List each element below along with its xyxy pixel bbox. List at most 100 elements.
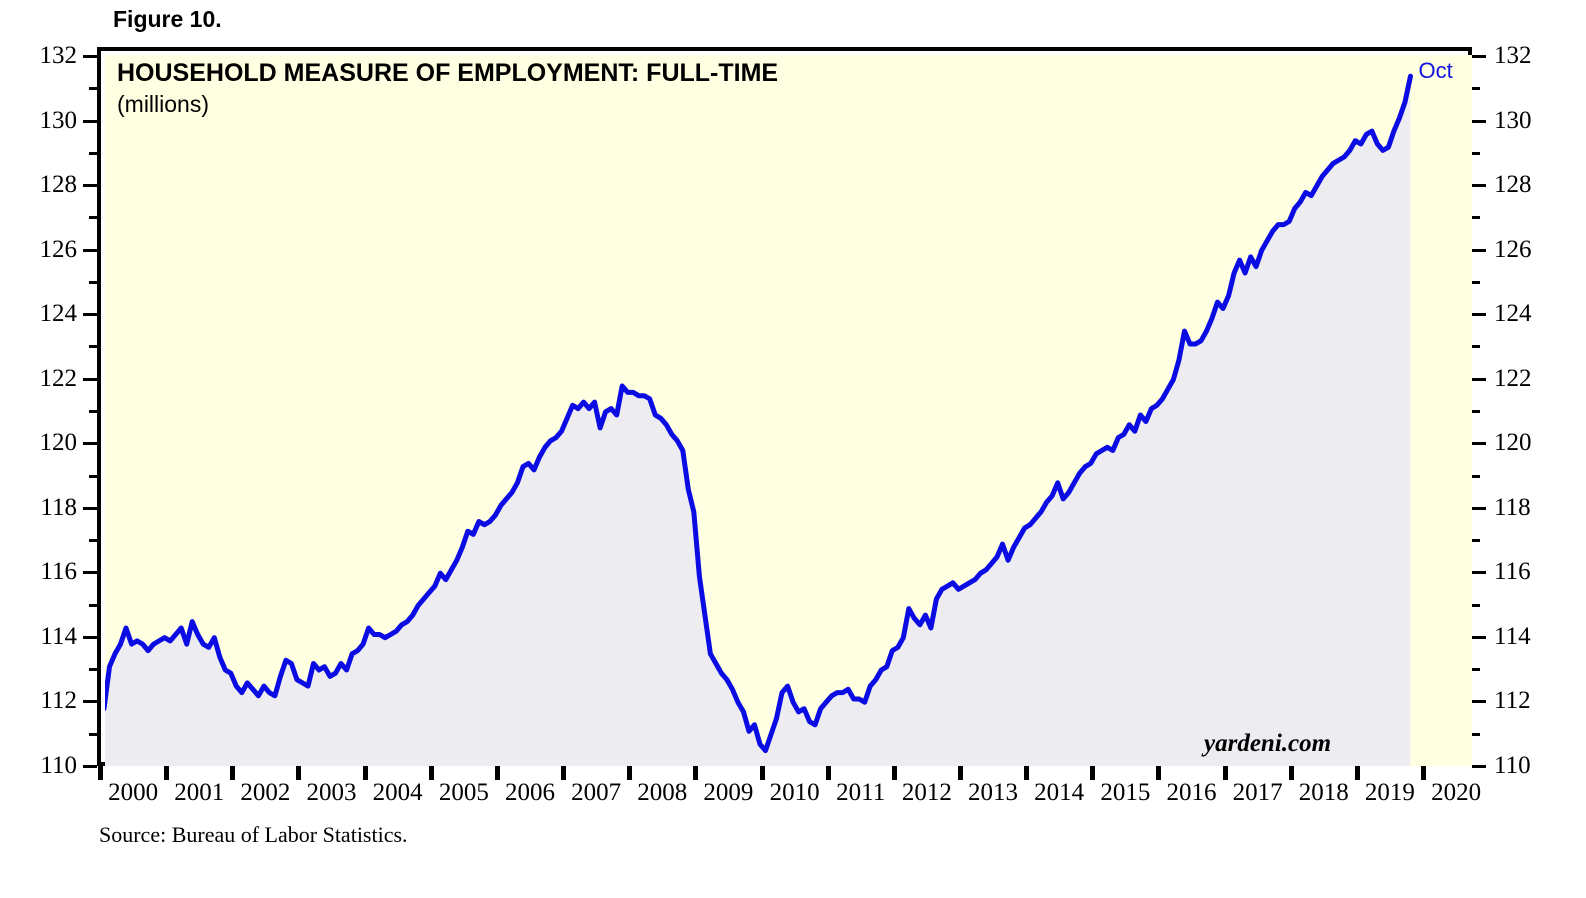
x-axis-tick (164, 766, 170, 780)
x-axis-tick (1354, 766, 1360, 780)
chart-units-subtitle: (millions) (117, 91, 209, 117)
x-axis-year-label: 2000 (108, 779, 159, 806)
x-axis-tick (1024, 766, 1030, 780)
y-axis-tick-right (1472, 345, 1480, 349)
y-axis-tick-right (1472, 571, 1486, 575)
x-axis-tick (891, 766, 897, 780)
y-axis-tick-right (1472, 732, 1480, 736)
y-axis-label-right: 112 (1494, 687, 1531, 715)
x-axis-year-label: 2019 (1364, 779, 1415, 806)
chart-title: HOUSEHOLD MEASURE OF EMPLOYMENT: FULL-TI… (117, 59, 779, 87)
y-axis-tick-left (83, 442, 97, 446)
x-axis-tick (230, 766, 236, 780)
y-axis-tick-right (1472, 151, 1480, 155)
plot-area: HOUSEHOLD MEASURE OF EMPLOYMENT: FULL-TI… (97, 47, 1472, 766)
x-axis-tick (98, 766, 103, 780)
y-axis-tick-left (83, 55, 97, 59)
x-axis-tick (825, 766, 831, 780)
y-axis-tick-right (1472, 55, 1486, 59)
x-axis-tick (362, 766, 368, 780)
y-axis-label-left: 130 (39, 106, 78, 134)
y-axis-label-right: 124 (1494, 300, 1532, 328)
y-axis-label-left: 112 (40, 687, 77, 715)
x-axis-year-label: 2014 (1034, 779, 1085, 806)
x-axis-tick (627, 766, 633, 780)
employment-series-line (105, 73, 1413, 754)
y-axis-tick-right (1472, 313, 1486, 317)
x-axis-tick (1090, 766, 1096, 780)
y-axis-tick-left (89, 732, 97, 736)
x-axis-tick (1288, 766, 1294, 780)
y-axis-tick-left (83, 571, 97, 575)
y-axis-tick-right (1472, 87, 1480, 91)
x-axis-year-label: 2012 (901, 779, 952, 806)
y-axis-label-left: 114 (40, 622, 77, 650)
y-axis-tick-left (89, 345, 97, 349)
y-axis-tick-right (1472, 700, 1486, 704)
y-axis-tick-right (1472, 216, 1480, 220)
y-axis-tick-right (1472, 248, 1486, 252)
y-axis-tick-left (89, 410, 97, 414)
y-axis-tick-left (89, 603, 97, 607)
x-axis-year-label: 2007 (571, 779, 622, 806)
y-axis-tick-left (89, 668, 97, 672)
y-axis-label-left: 110 (40, 752, 77, 779)
y-axis-label-left: 116 (40, 558, 77, 586)
x-axis-year-label: 2010 (769, 779, 820, 806)
y-axis-label-left: 132 (39, 42, 78, 70)
y-axis-tick-left (83, 119, 97, 123)
figure-number-label: Figure 10. (113, 6, 222, 32)
y-axis-tick-left (83, 248, 97, 252)
x-axis-tick (693, 766, 699, 780)
x-axis-year-label: 2001 (174, 779, 225, 806)
y-axis-tick-left (83, 635, 97, 639)
y-axis-label-right: 118 (1494, 493, 1531, 521)
y-axis-label-right: 130 (1494, 106, 1532, 134)
y-axis-label-right: 126 (1494, 235, 1532, 263)
y-axis-tick-left (83, 700, 97, 704)
x-axis-year-label: 2004 (372, 779, 423, 806)
x-axis-year-label: 2008 (637, 779, 688, 806)
y-axis-tick-right (1472, 119, 1486, 123)
source-note: Source: Bureau of Labor Statistics. (99, 822, 408, 847)
x-axis-tick (1421, 766, 1426, 780)
y-axis-label-left: 120 (39, 429, 78, 457)
y-axis-label-left: 128 (39, 171, 78, 199)
y-axis-tick-left (89, 87, 97, 91)
x-axis-year-label: 2005 (438, 779, 489, 806)
x-axis-year-label: 2011 (836, 779, 886, 806)
x-axis-year-label: 2016 (1166, 779, 1217, 806)
y-axis-tick-left (89, 539, 97, 543)
y-axis-tick-right (1472, 474, 1480, 478)
y-axis-tick-left (83, 184, 97, 188)
y-axis-tick-left (83, 765, 97, 768)
x-axis-tick (296, 766, 302, 780)
x-axis-tick (561, 766, 567, 780)
x-axis-tick (494, 766, 500, 780)
y-axis-tick-left (83, 377, 97, 381)
x-axis-tick (428, 766, 434, 780)
x-axis-year-label: 2006 (504, 779, 555, 806)
x-axis-year-label: 2003 (306, 779, 357, 806)
x-axis-tick (957, 766, 963, 780)
x-axis-tick (1156, 766, 1162, 780)
x-axis-year-label: 2017 (1232, 779, 1283, 806)
y-axis-tick-right (1472, 603, 1480, 607)
y-axis-label-right: 132 (1494, 42, 1532, 70)
y-axis-tick-left (89, 474, 97, 478)
x-axis-tick (759, 766, 765, 780)
y-axis-label-left: 126 (39, 235, 78, 263)
x-axis-year-label: 2015 (1100, 779, 1151, 806)
y-axis-tick-right (1472, 280, 1480, 284)
y-axis-label-left: 118 (40, 493, 77, 521)
x-axis-year-label: 2009 (703, 779, 754, 806)
y-axis-label-right: 110 (1494, 752, 1531, 779)
y-axis-tick-left (83, 313, 97, 317)
y-axis-label-right: 128 (1494, 171, 1532, 199)
y-axis-tick-right (1472, 377, 1486, 381)
y-axis-tick-right (1472, 765, 1486, 768)
y-axis-tick-right (1472, 442, 1486, 446)
x-axis-year-label: 2018 (1298, 779, 1349, 806)
y-axis-tick-left (89, 151, 97, 155)
y-axis-label-left: 124 (39, 300, 78, 328)
